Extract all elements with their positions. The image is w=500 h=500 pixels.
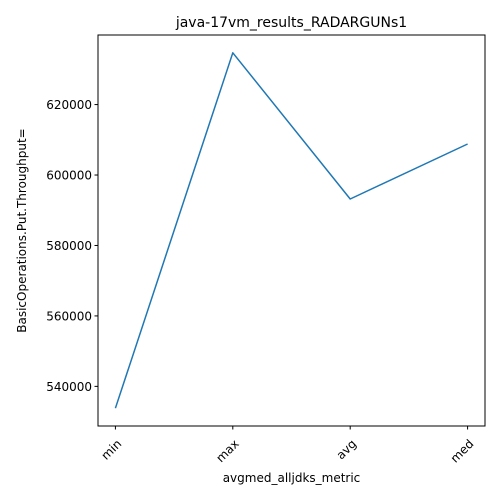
y-tick-label: 580000 — [46, 239, 92, 253]
y-tick-label: 540000 — [46, 380, 92, 394]
x-tick-label: max — [213, 437, 241, 465]
x-axis-label: avgmed_alljdks_metric — [223, 471, 361, 485]
y-tick-label: 600000 — [46, 169, 92, 183]
x-tick-label: avg — [334, 437, 360, 463]
axes-frame — [97, 34, 486, 427]
y-tick-label: 560000 — [46, 309, 92, 323]
series-line — [114, 52, 468, 409]
chart-title: java-17vm_results_RADARGUNs1 — [175, 15, 407, 31]
plot-area: 540000 560000 580000 600000 620000 min max avg m… — [46, 52, 477, 466]
y-axis-label: BasicOperations.Put.Throughput= — [15, 128, 29, 332]
x-tick-label: min — [98, 437, 124, 463]
y-tick-label: 620000 — [46, 98, 92, 112]
x-tick-label: med — [448, 437, 477, 466]
